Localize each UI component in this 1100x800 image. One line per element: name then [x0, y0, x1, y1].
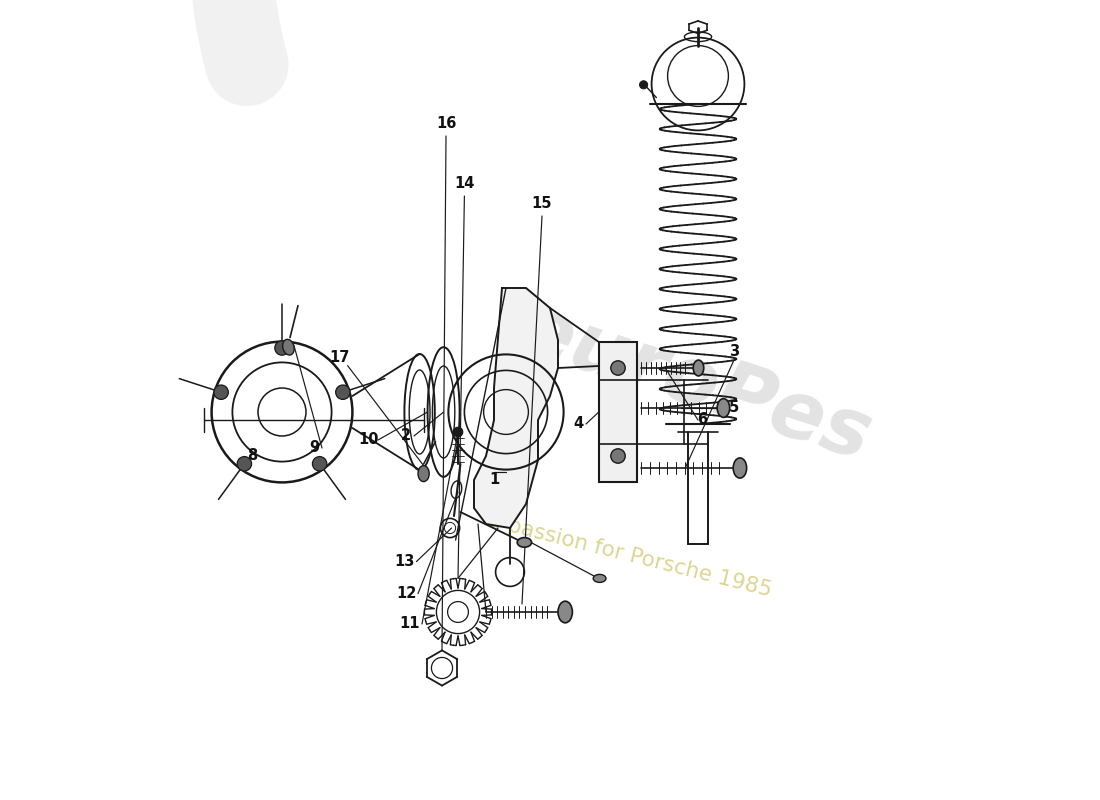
Text: 2: 2 — [400, 429, 411, 443]
Text: euroPes: euroPes — [508, 290, 880, 478]
Text: 8: 8 — [248, 449, 257, 463]
Ellipse shape — [418, 466, 429, 482]
Text: 4: 4 — [573, 417, 583, 431]
Circle shape — [336, 385, 350, 399]
Ellipse shape — [734, 458, 747, 478]
Circle shape — [610, 361, 625, 375]
Text: 12: 12 — [396, 586, 416, 601]
Ellipse shape — [593, 574, 606, 582]
Circle shape — [312, 457, 327, 471]
Circle shape — [238, 457, 252, 471]
Circle shape — [453, 427, 463, 437]
Text: 6: 6 — [697, 413, 707, 427]
Bar — [598, 342, 637, 482]
Text: 1: 1 — [488, 473, 499, 487]
Ellipse shape — [558, 602, 572, 622]
Ellipse shape — [517, 538, 531, 547]
Circle shape — [213, 385, 229, 399]
Text: 14: 14 — [454, 177, 474, 191]
Text: 3: 3 — [729, 345, 739, 359]
Text: 5: 5 — [729, 401, 739, 415]
Text: 16: 16 — [436, 117, 456, 131]
Circle shape — [639, 81, 648, 89]
Ellipse shape — [693, 360, 704, 376]
Text: 9: 9 — [309, 441, 319, 455]
Circle shape — [275, 341, 289, 355]
Polygon shape — [474, 288, 558, 528]
Ellipse shape — [283, 339, 294, 355]
Text: 10: 10 — [359, 433, 378, 447]
Text: 11: 11 — [399, 617, 420, 631]
Text: 13: 13 — [394, 554, 415, 569]
Text: 15: 15 — [531, 197, 552, 211]
Text: 17: 17 — [329, 350, 350, 365]
Circle shape — [610, 449, 625, 463]
Text: a passion for Porsche 1985: a passion for Porsche 1985 — [486, 511, 774, 601]
Ellipse shape — [717, 398, 729, 418]
